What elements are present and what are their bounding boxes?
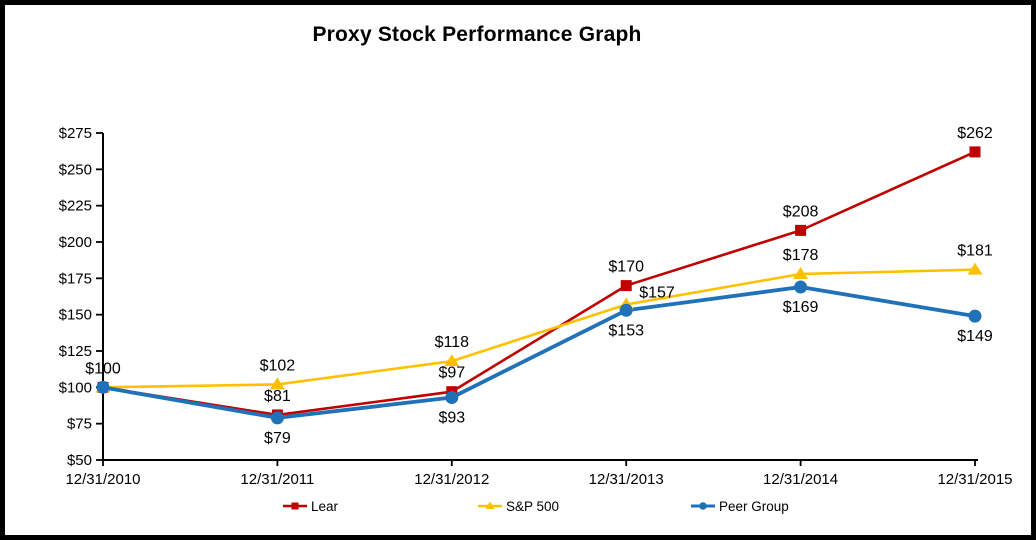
point-label: $170 xyxy=(608,259,644,276)
point-label: $93 xyxy=(438,410,465,427)
point-label: $169 xyxy=(783,299,819,316)
point-label: $100 xyxy=(85,360,121,377)
point-label: $79 xyxy=(264,430,291,447)
y-tick-label: $175 xyxy=(59,270,92,287)
chart-title: Proxy Stock Performance Graph xyxy=(312,23,642,46)
x-tick-label: 12/31/2011 xyxy=(240,471,314,488)
point-label: $262 xyxy=(957,125,993,142)
marker-peer-group xyxy=(270,411,284,425)
point-label: $102 xyxy=(260,357,296,374)
series-line-peer-group xyxy=(101,285,977,420)
marker-s-p-500 xyxy=(444,354,460,367)
y-tick-label: $100 xyxy=(59,379,92,396)
y-tick-label: $50 xyxy=(67,452,92,469)
y-tick-label: $275 xyxy=(59,125,92,142)
point-label: $118 xyxy=(435,334,470,351)
marker-peer-group xyxy=(794,280,808,294)
x-tick-label: 12/31/2015 xyxy=(937,471,1012,488)
x-tick-label: 12/31/2012 xyxy=(414,471,489,488)
marker-lear xyxy=(969,146,981,158)
point-label: $178 xyxy=(783,247,819,264)
point-label: $208 xyxy=(783,203,819,220)
marker-lear xyxy=(795,224,807,236)
point-label: $97 xyxy=(438,365,465,382)
y-tick-label: $75 xyxy=(67,416,92,433)
y-tick-label: $150 xyxy=(59,307,92,324)
point-label: $81 xyxy=(264,388,291,405)
point-label: $153 xyxy=(608,322,644,339)
marker-peer-group xyxy=(96,380,110,394)
x-tick-label: 12/31/2014 xyxy=(763,471,838,488)
marker-peer-group xyxy=(968,309,982,323)
marker-s-p-500 xyxy=(269,377,285,390)
y-tick-label: $200 xyxy=(59,234,92,251)
marker-peer-group xyxy=(445,391,459,405)
marker-s-p-500 xyxy=(793,266,809,279)
series-line-s-p-500 xyxy=(101,268,977,389)
x-tick-label: 12/31/2010 xyxy=(65,471,140,488)
y-tick-label: $250 xyxy=(59,161,92,178)
series-line-lear xyxy=(101,150,977,417)
marker-lear xyxy=(620,280,632,292)
point-label: $149 xyxy=(957,328,993,345)
marker-peer-group xyxy=(619,303,633,317)
marker-s-p-500 xyxy=(967,262,983,275)
x-tick-label: 12/31/2013 xyxy=(589,471,664,488)
y-tick-label: $225 xyxy=(59,198,92,215)
point-label: $157 xyxy=(639,284,675,301)
y-tick-label: $125 xyxy=(59,343,92,360)
point-label: $181 xyxy=(957,243,993,260)
